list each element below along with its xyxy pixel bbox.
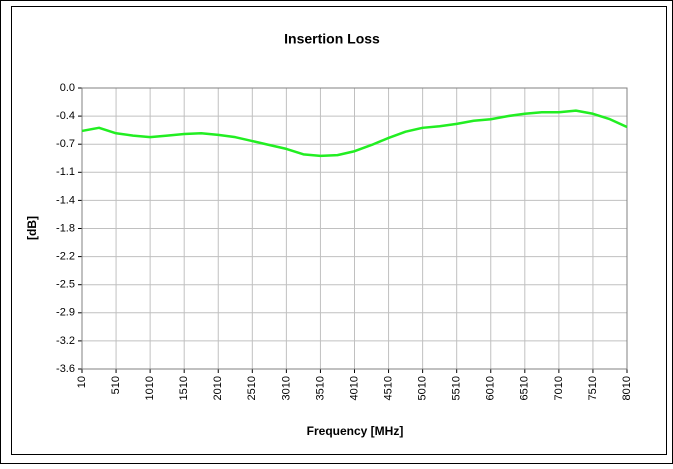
x-tick-label: 7010 [553, 376, 565, 400]
y-tick-label: 0.0 [60, 82, 75, 94]
y-tick-label: -2.5 [56, 279, 75, 291]
x-tick-label: 6510 [519, 376, 531, 400]
y-tick-label: -1.1 [56, 166, 75, 178]
x-tick-label: 8010 [621, 376, 633, 400]
chart-title: Insertion Loss [284, 31, 380, 47]
x-tick-label: 3010 [280, 376, 292, 400]
x-tick-label: 7510 [587, 376, 599, 400]
y-axis-label: [dB] [25, 216, 39, 240]
x-axis-label: Frequency [MHz] [307, 424, 404, 438]
y-tick-label: -2.9 [56, 307, 75, 319]
x-tick-label: 4010 [348, 376, 360, 400]
y-tick-label: -3.2 [56, 335, 75, 347]
x-tick-label: 2010 [212, 376, 224, 400]
chart-frame [11, 6, 667, 455]
y-tick-label: -3.6 [56, 363, 75, 375]
x-tick-label: 5510 [451, 376, 463, 400]
x-tick-label: 1010 [144, 376, 156, 400]
data-line [81, 109, 628, 158]
x-tick-label: 5010 [417, 376, 429, 400]
x-tick-label: 4510 [382, 376, 394, 400]
x-tick-label: 6010 [485, 376, 497, 400]
y-tick-label: -1.4 [56, 194, 75, 206]
x-tick-label: 2510 [246, 376, 258, 400]
x-tick-label: 1510 [178, 376, 190, 400]
y-tick-label: -0.7 [56, 138, 75, 150]
x-tick-label: 510 [110, 376, 122, 394]
y-tick-label: -2.2 [56, 251, 75, 263]
y-tick-label: -0.4 [56, 110, 75, 122]
y-tick-label: -1.8 [56, 222, 75, 234]
x-tick-label: 3510 [314, 376, 326, 400]
x-tick-label: 10 [76, 376, 88, 388]
plot-area [81, 87, 628, 370]
